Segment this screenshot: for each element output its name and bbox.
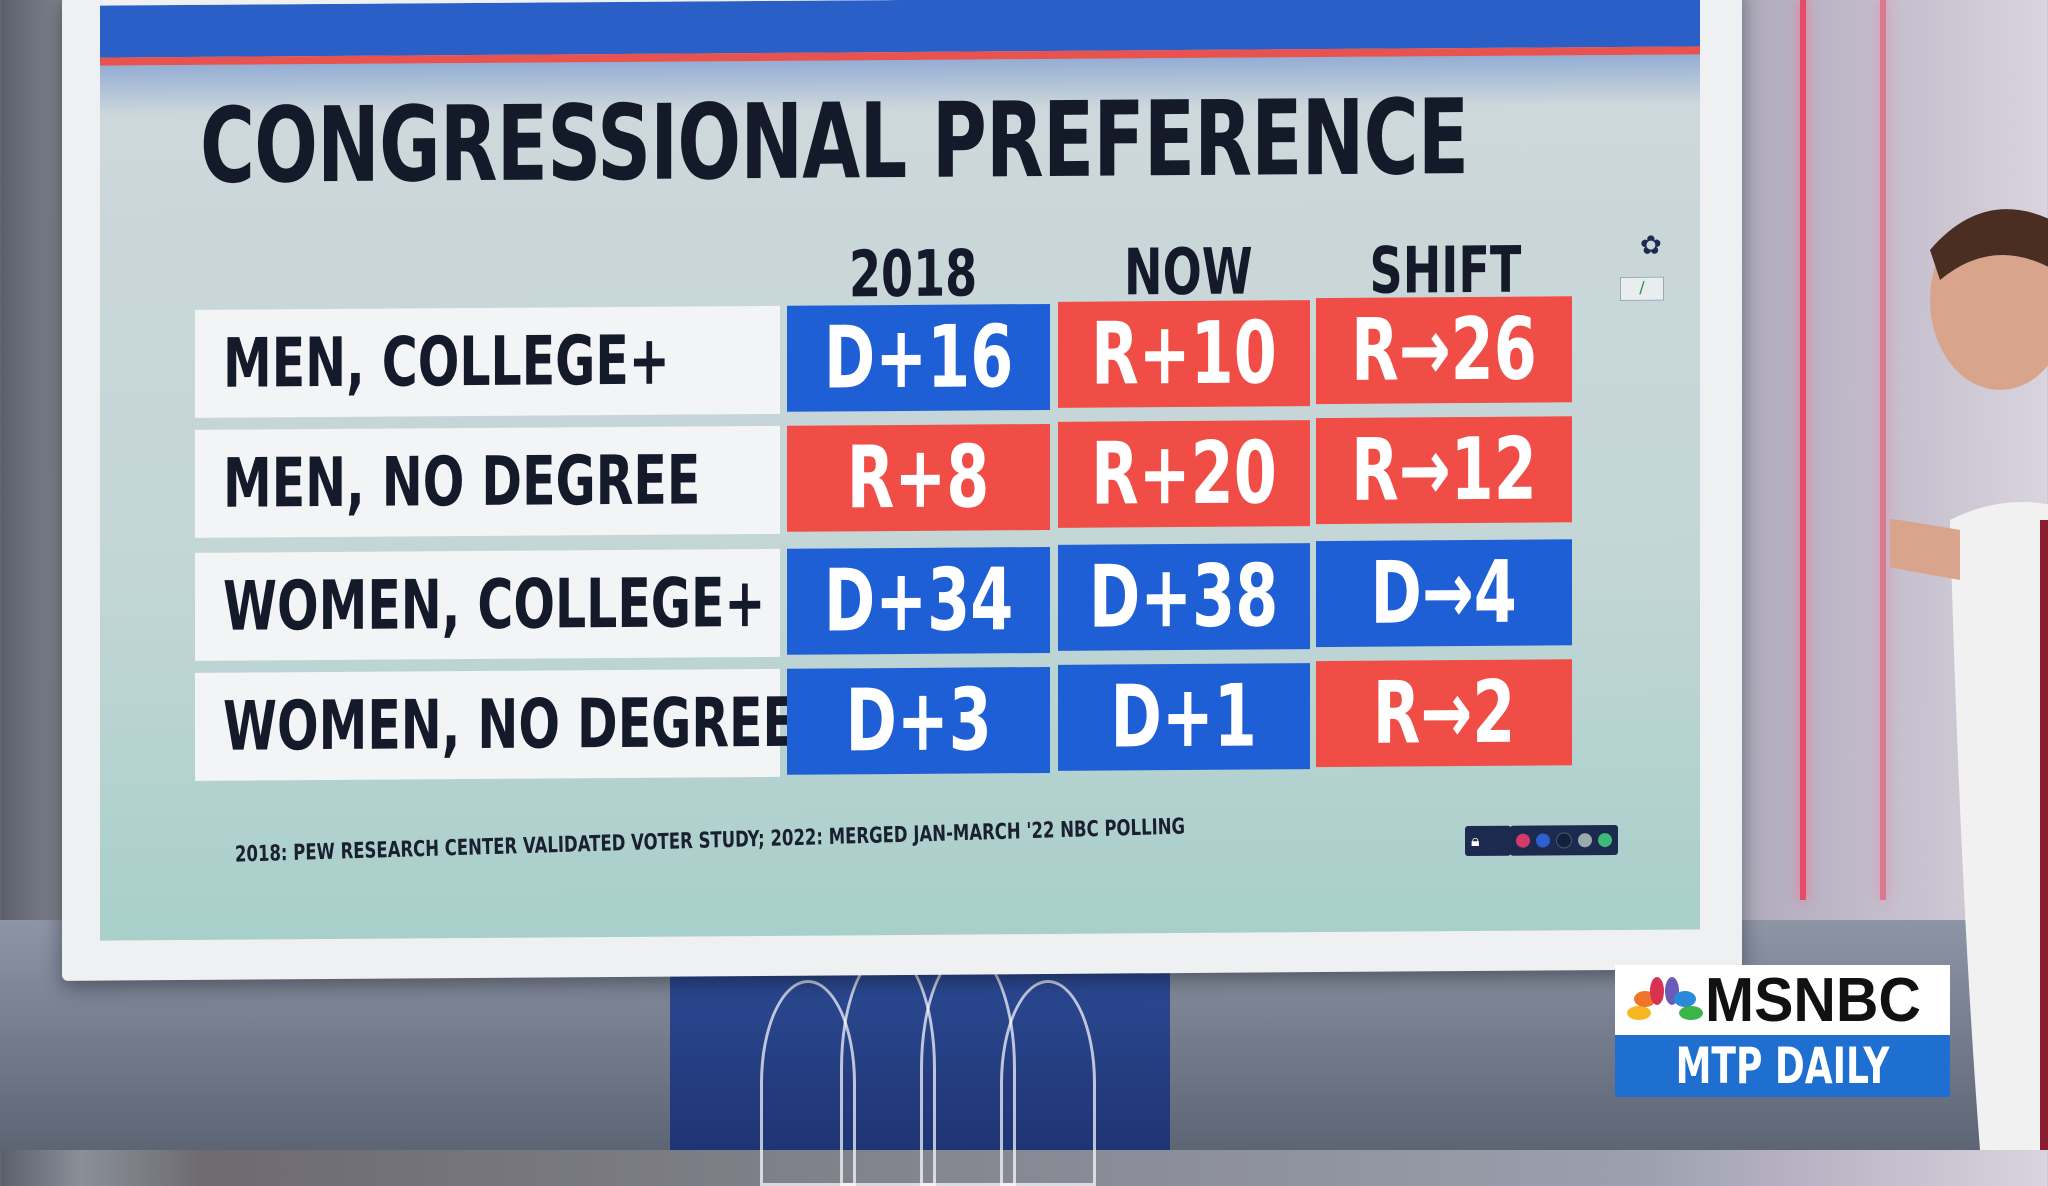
lock-button[interactable]: 🔒︎ (1465, 825, 1511, 857)
touchscreen[interactable]: CONGRESSIONAL PREFERENCE 2018 NOW SHIFT … (100, 0, 1700, 941)
row-label: MEN, NO DEGREE (195, 425, 780, 538)
cell-shift: R→2 (1316, 659, 1572, 768)
cell-now: R+10 (1058, 300, 1310, 408)
neon-light (1880, 0, 1886, 900)
color-swatch-navy[interactable] (1556, 832, 1572, 849)
cell-2018: D+34 (787, 546, 1050, 655)
nbc-peacock-icon: ✿ (1640, 230, 1662, 261)
page-title: CONGRESSIONAL PREFERENCE (200, 76, 1469, 207)
cell-now: R+20 (1058, 420, 1310, 528)
color-swatch-red[interactable] (1516, 833, 1530, 848)
cell-now: D+38 (1058, 543, 1310, 651)
row-label: WOMEN, NO DEGREE (195, 668, 796, 781)
color-swatch-blue[interactable] (1536, 833, 1550, 848)
column-header-2018: 2018 (848, 237, 978, 313)
source-note: 2018: PEW RESEARCH CENTER VALIDATED VOTE… (234, 814, 1186, 868)
cell-shift: D→4 (1316, 539, 1572, 648)
row-label: WOMEN, COLLEGE+ (195, 548, 780, 661)
neon-light (1800, 0, 1806, 900)
cell-2018: R+8 (787, 423, 1050, 532)
cell-2018: D+16 (787, 303, 1050, 412)
color-swatch-green[interactable] (1598, 833, 1612, 848)
row-label: MEN, COLLEGE+ (195, 305, 780, 418)
presenter (1890, 209, 2048, 1150)
lock-icon: 🔒︎ (1471, 830, 1480, 851)
pen-tool-button[interactable]: / (1620, 276, 1664, 301)
cell-shift: R→12 (1316, 416, 1572, 525)
color-swatch-gray[interactable] (1578, 833, 1592, 848)
msnbc-logo: MSNBC MTP DAILY (1615, 965, 1950, 1097)
cell-now: D+1 (1058, 663, 1310, 771)
nbc-peacock-logo-icon (1627, 977, 1703, 1020)
cell-2018: D+3 (787, 666, 1050, 775)
color-palette (1510, 824, 1618, 856)
cell-shift: R→26 (1316, 296, 1572, 405)
